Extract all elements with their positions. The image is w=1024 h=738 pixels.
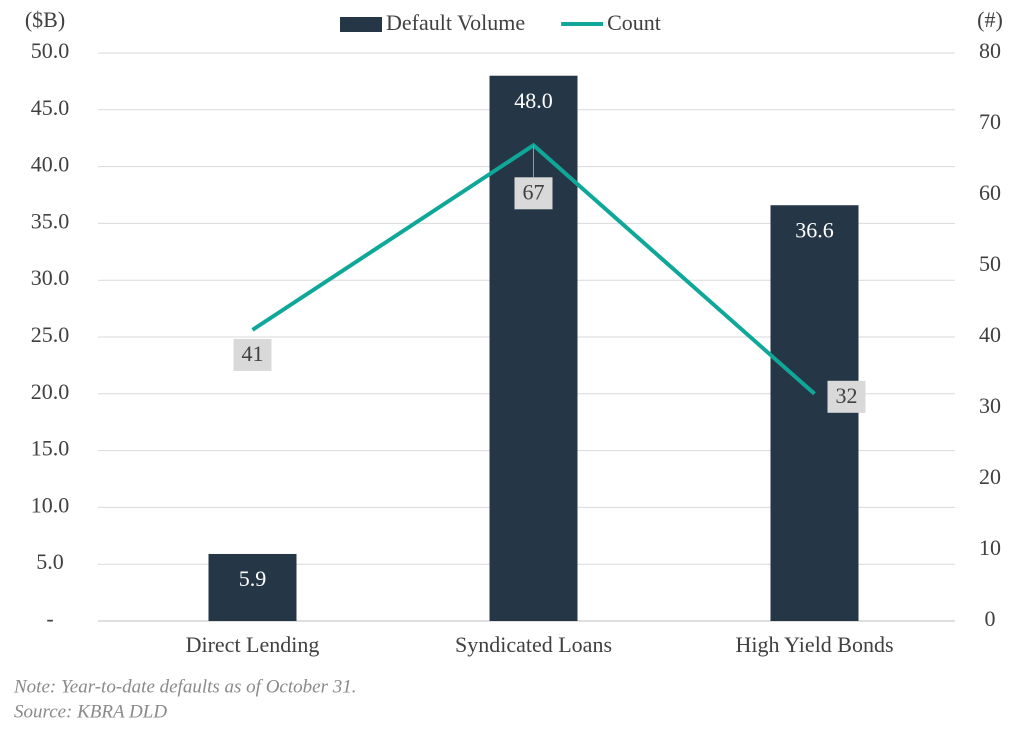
- y-tick-label: 25.0: [31, 322, 70, 347]
- count-label-box: [514, 177, 553, 210]
- count-label-box: [233, 338, 272, 371]
- y2-tick-label: 80: [979, 38, 1001, 63]
- y-tick-label: 50.0: [31, 38, 70, 63]
- legend-label: Count: [607, 10, 661, 35]
- y-tick-label: 30.0: [31, 265, 70, 290]
- bar-value-label: 5.9: [239, 566, 267, 591]
- note: Source: KBRA DLD: [14, 701, 167, 722]
- bar-value-label: 36.6: [795, 217, 834, 242]
- y-tick-label: -: [46, 606, 53, 631]
- y2-tick-label: 30: [979, 393, 1001, 418]
- y2-tick-label: 40: [979, 322, 1001, 347]
- x-tick-label: Direct Lending: [186, 632, 320, 657]
- y2-tick-label: 70: [979, 109, 1001, 134]
- note: Note: Year-to-date defaults as of Octobe…: [13, 676, 356, 697]
- y2-tick-label: 10: [979, 535, 1001, 560]
- y-tick-label: 45.0: [31, 95, 70, 120]
- y-tick-label: 40.0: [31, 152, 70, 177]
- y-tick-label: 10.0: [31, 492, 70, 517]
- y-tick-label: 15.0: [31, 436, 70, 461]
- bar: [208, 553, 297, 621]
- y2-tick-label: 20: [979, 464, 1001, 489]
- count-label-box: [827, 380, 866, 413]
- bar-value-label: 48.0: [514, 88, 553, 113]
- x-tick-label: High Yield Bonds: [735, 632, 893, 657]
- bar: [770, 205, 859, 621]
- y-axis-label: ($B): [25, 7, 65, 32]
- legend-swatch: [340, 17, 382, 32]
- y2-tick-label: 50: [979, 251, 1001, 276]
- y-tick-label: 35.0: [31, 208, 70, 233]
- y-tick-label: 5.0: [36, 549, 64, 574]
- x-tick-label: Syndicated Loans: [455, 632, 612, 657]
- y2-tick-label: 60: [979, 180, 1001, 205]
- count-label: 41: [242, 341, 264, 366]
- y2-axis-label: (#): [977, 7, 1003, 32]
- y-tick-label: 20.0: [31, 379, 70, 404]
- legend-label: Default Volume: [386, 10, 525, 35]
- count-label: 67: [523, 179, 545, 204]
- count-label: 32: [836, 383, 858, 408]
- y2-tick-label: 0: [985, 606, 996, 631]
